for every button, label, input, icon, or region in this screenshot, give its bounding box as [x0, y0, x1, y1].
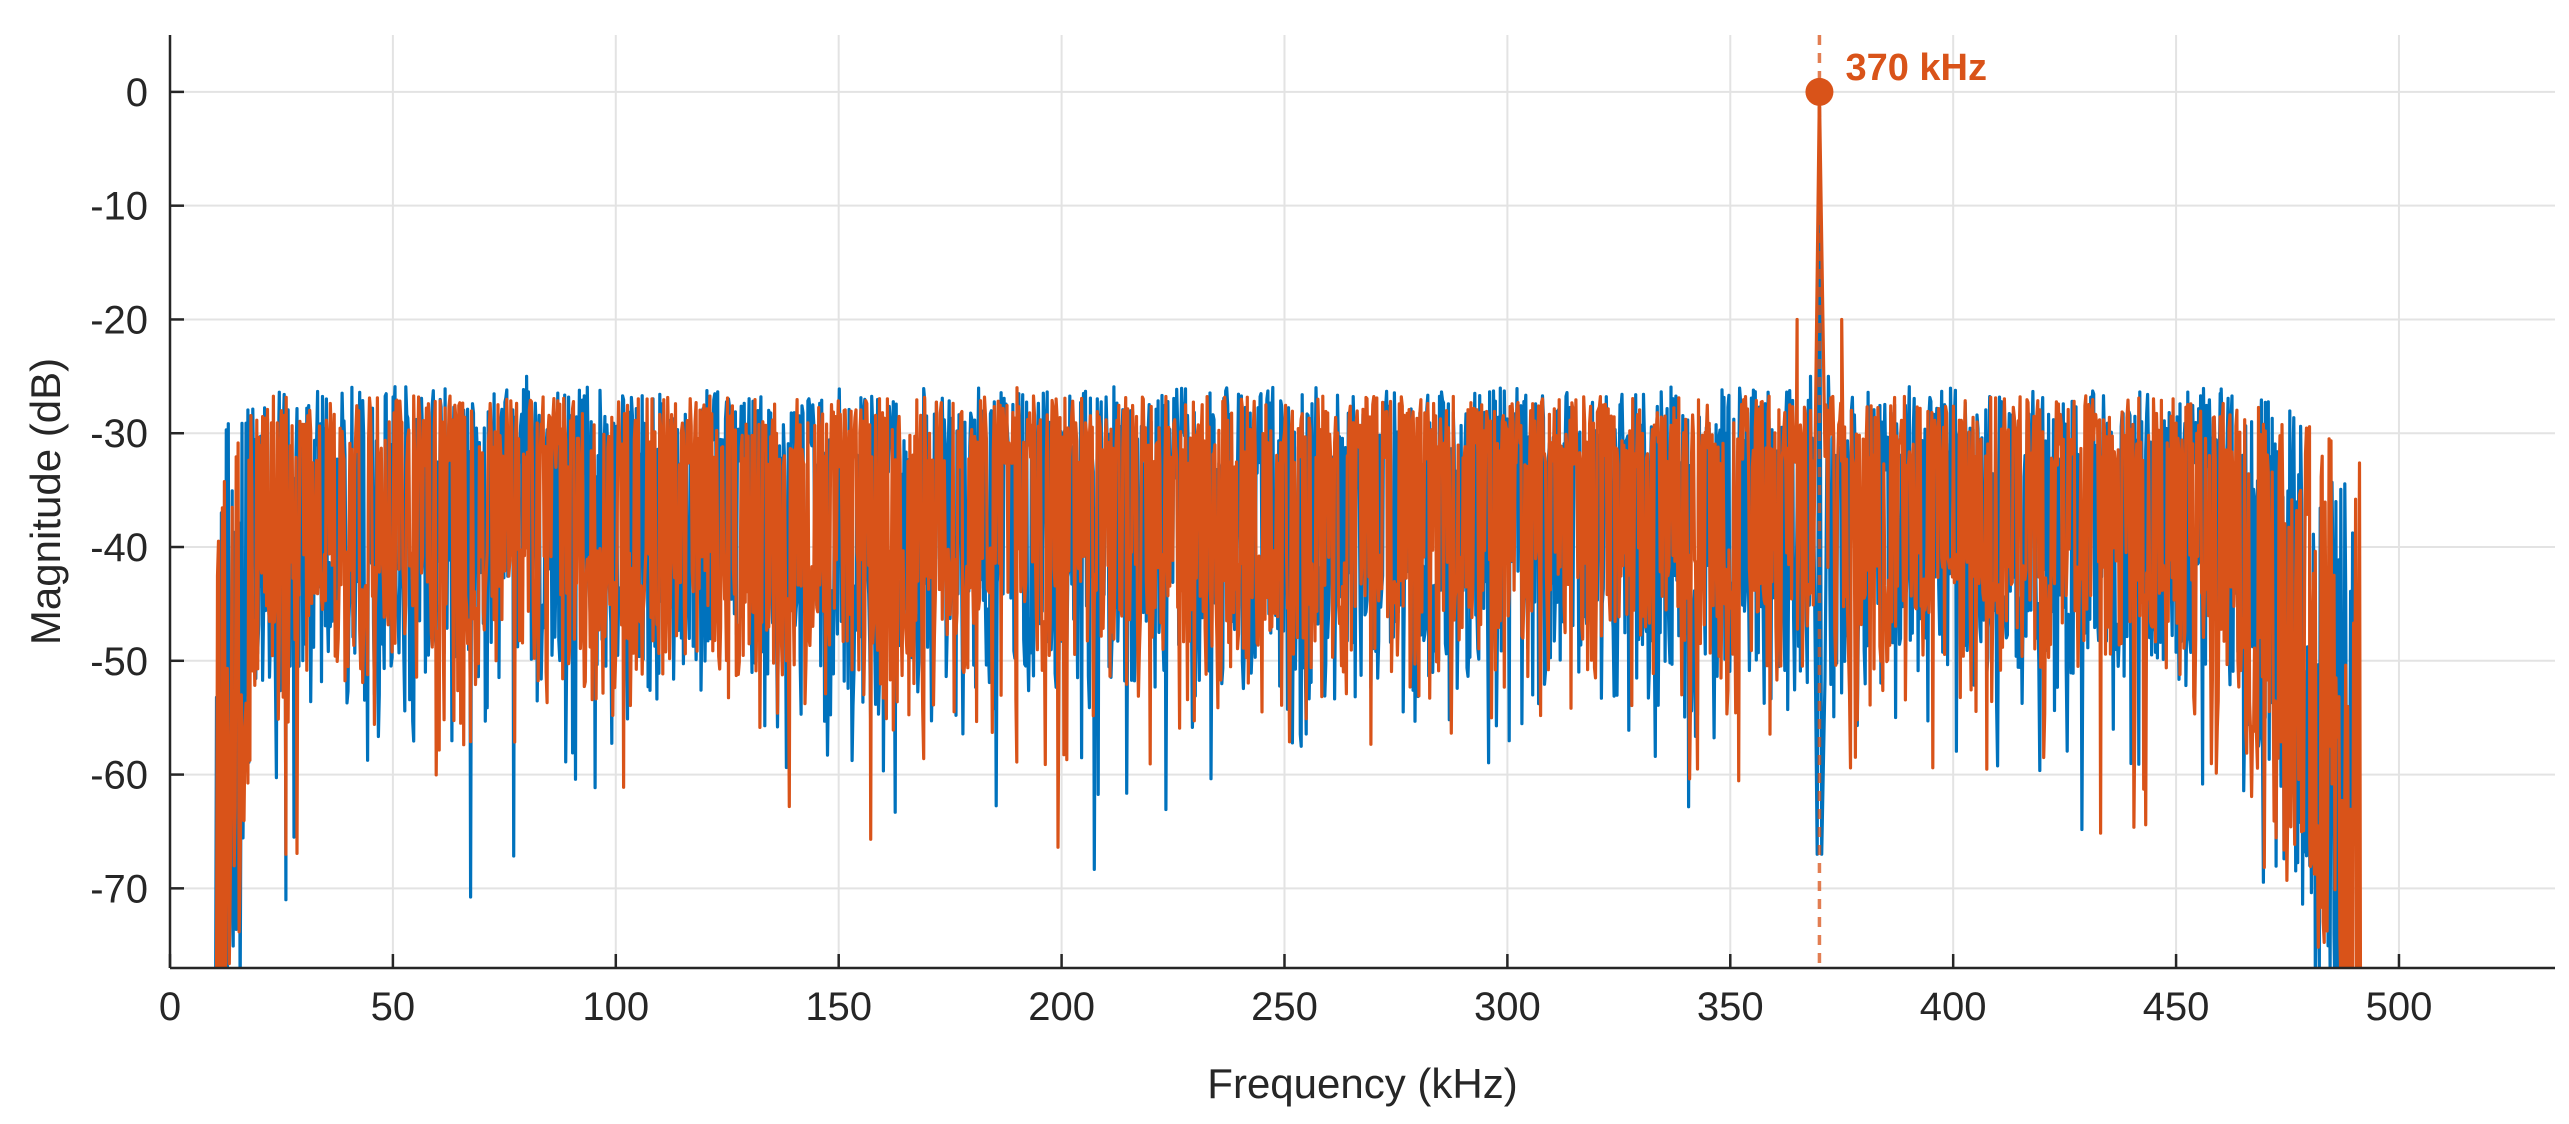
- x-tick-label: 200: [1028, 985, 1095, 1029]
- y-tick-labels: 0 -10 -20 -30 -40 -50 -60 -70: [90, 71, 148, 911]
- y-axis-label: Magnitude (dB): [22, 358, 69, 645]
- y-tick-label: -60: [90, 754, 148, 798]
- x-tick-label: 400: [1920, 985, 1987, 1029]
- x-tick-label: 0: [159, 985, 181, 1029]
- y-tick-label: -40: [90, 526, 148, 570]
- y-tick-label: -70: [90, 867, 148, 911]
- y-tick-label: -10: [90, 185, 148, 229]
- x-tick-label: 300: [1474, 985, 1541, 1029]
- x-axis-label: Frequency (kHz): [1207, 1060, 1517, 1107]
- x-tick-label: 150: [805, 985, 872, 1029]
- x-tick-label: 100: [582, 985, 649, 1029]
- y-tick-label: 0: [126, 71, 148, 115]
- x-tick-label: 450: [2143, 985, 2210, 1029]
- peak-marker-label: 370 kHz: [1845, 47, 1987, 89]
- x-tick-labels: 0 50 100 150 200 250 300 350 400 450 500: [159, 985, 2432, 1029]
- y-tick-label: -50: [90, 640, 148, 684]
- series-line-2: [213, 90, 2363, 968]
- y-tick-label: -20: [90, 298, 148, 342]
- plot-series: [213, 90, 2363, 968]
- axes: [168, 35, 2555, 970]
- peak-marker-group: 370 kHz: [1805, 35, 1987, 968]
- x-tick-label: 50: [371, 985, 416, 1029]
- x-tick-label: 500: [2366, 985, 2433, 1029]
- y-tick-label: -30: [90, 412, 148, 456]
- x-tick-label: 350: [1697, 985, 1764, 1029]
- x-tick-label: 250: [1251, 985, 1318, 1029]
- peak-marker-dot: [1805, 77, 1834, 106]
